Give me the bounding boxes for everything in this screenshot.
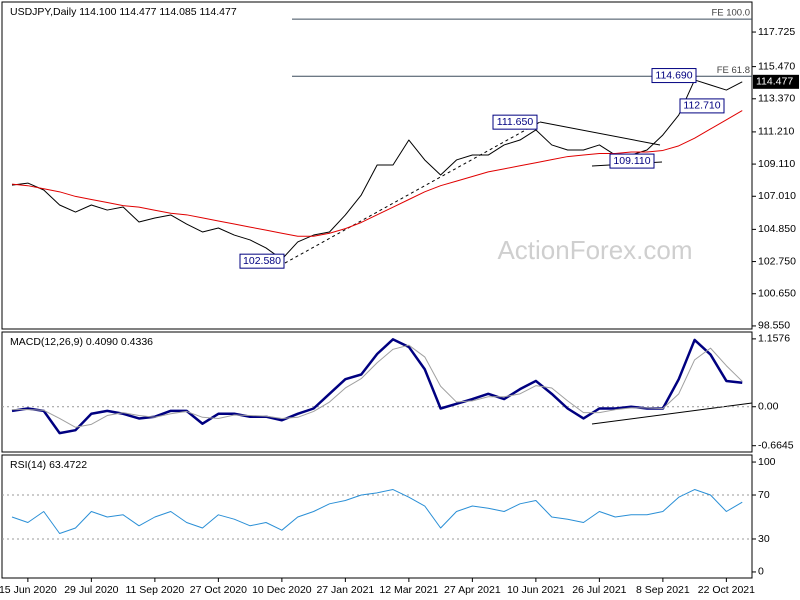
fe-label: FE 61.8	[717, 65, 750, 76]
panel-title: USDJPY,Daily 114.100 114.477 114.085 114…	[10, 6, 237, 18]
level-box	[651, 68, 697, 84]
triangle-upper	[539, 121, 661, 146]
y-tick-label: 113.370	[758, 93, 795, 105]
x-tick-label: 22 Oct 2021	[698, 584, 755, 596]
level-label: 102.580	[243, 255, 281, 267]
y-tick-label: 115.470	[758, 60, 795, 72]
panel-title: RSI(14) 63.4722	[10, 459, 87, 471]
panel-frame	[1, 454, 753, 579]
fe-label: FE 100.0	[711, 8, 750, 19]
y-tick-label: 98.550	[758, 320, 790, 332]
series-line	[11, 110, 743, 237]
last-price-box	[753, 74, 799, 89]
level-label: 109.110	[613, 155, 650, 167]
y-tick-label: 104.850	[758, 223, 796, 235]
level-box	[679, 98, 725, 114]
x-tick-label: 15 Jun 2020	[0, 584, 57, 596]
price-trendline	[284, 121, 541, 264]
level-box	[239, 253, 285, 269]
watermark: ActionForex.com	[497, 235, 692, 265]
x-tick-label: 27 Jan 2021	[316, 584, 374, 596]
y-tick-label: 0.00	[758, 401, 779, 413]
y-tick-label: 30	[758, 533, 770, 545]
y-tick-label: 102.750	[758, 255, 796, 267]
series-line	[11, 489, 743, 534]
panel-title: MACD(12,26,9) 0.4090 0.4336	[10, 336, 153, 348]
level-label: 112.710	[683, 100, 720, 112]
x-tick-label: 27 Apr 2021	[444, 584, 501, 596]
x-tick-label: 26 Jul 2021	[572, 584, 626, 596]
y-tick-label: 100.650	[758, 288, 796, 300]
y-tick-label: 117.725	[758, 26, 795, 38]
x-tick-label: 10 Jun 2021	[507, 584, 565, 596]
last-price-label: 114.477	[756, 76, 793, 88]
x-tick-label: 29 Jul 2020	[64, 584, 118, 596]
panel-frame	[1, 331, 753, 453]
y-tick-label: 0	[758, 566, 764, 578]
x-tick-label: 11 Sep 2020	[125, 584, 184, 596]
y-tick-label: -0.6645	[758, 439, 794, 451]
level-label: 114.690	[655, 69, 692, 81]
series-line	[12, 344, 743, 428]
x-tick-label: 8 Sep 2021	[636, 584, 690, 596]
y-tick-label: 1.1576	[758, 333, 790, 345]
y-tick-label: 70	[758, 489, 770, 501]
macd-trendline	[591, 402, 753, 425]
series-line	[11, 338, 743, 435]
y-tick-label: 111.210	[758, 126, 795, 138]
level-label: 111.650	[497, 116, 534, 128]
x-tick-label: 10 Dec 2020	[252, 584, 312, 596]
x-tick-label: 27 Oct 2020	[190, 584, 247, 596]
y-tick-label: 109.110	[758, 158, 795, 170]
y-tick-label: 107.010	[758, 190, 796, 202]
x-tick-label: 12 Mar 2021	[379, 584, 438, 596]
panel-frame	[1, 1, 753, 330]
y-tick-label: 100	[758, 456, 776, 468]
level-box	[492, 114, 538, 130]
level-box	[609, 153, 655, 169]
